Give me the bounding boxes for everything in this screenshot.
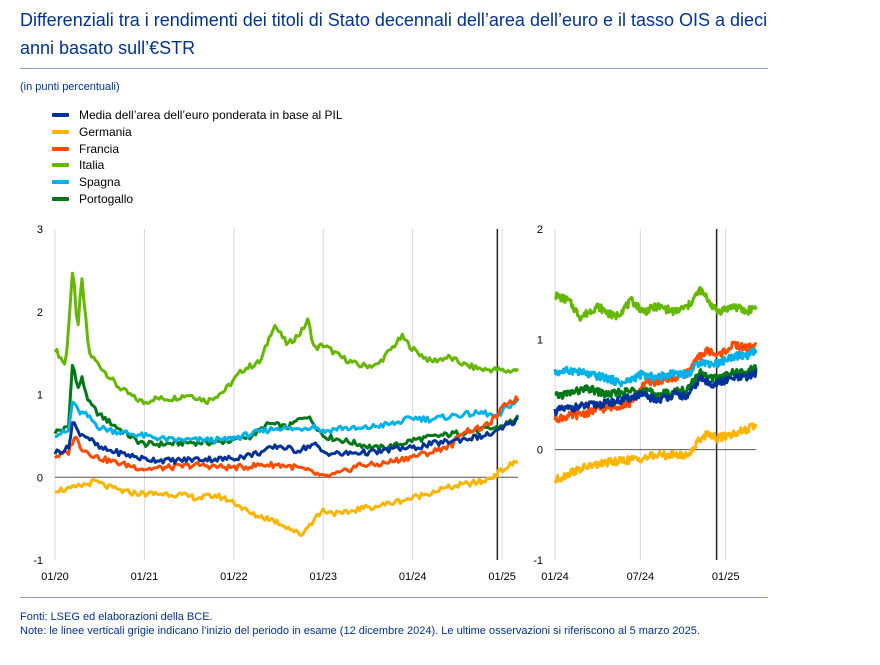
left-ytick-label: 3 bbox=[37, 224, 43, 236]
legend-label-portogallo: Portogallo bbox=[79, 191, 134, 206]
right-ytick-label: 0 bbox=[537, 445, 543, 457]
title-divider bbox=[20, 68, 768, 69]
right-series-line-media bbox=[553, 368, 758, 417]
legend-swatch-italia bbox=[52, 163, 69, 168]
left-xtick-label: 01/22 bbox=[220, 571, 248, 583]
left-xtick-label: 01/20 bbox=[41, 571, 69, 583]
units-label: (in punti percentuali) bbox=[20, 81, 120, 93]
right-xtick-label: 01/24 bbox=[541, 571, 569, 583]
legend-label-germania: Germania bbox=[79, 125, 132, 140]
legend-label-media: Media dell’area dell’euro ponderata in b… bbox=[79, 108, 343, 123]
right-ytick-label: 1 bbox=[537, 334, 543, 346]
left-ytick-label: 0 bbox=[37, 472, 43, 484]
right-series-line-portogallo bbox=[554, 364, 758, 400]
legend-swatch-spagna bbox=[52, 180, 69, 185]
right-ytick-label: 2 bbox=[537, 224, 543, 236]
left-series-line-spagna bbox=[54, 398, 520, 445]
legend-item-portogallo: Portogallo bbox=[52, 190, 343, 207]
left-series-line-francia bbox=[54, 395, 520, 479]
legend-item-francia: Francia bbox=[52, 140, 343, 157]
right-series-line-germania bbox=[553, 422, 758, 484]
legend-swatch-media bbox=[52, 113, 69, 118]
left-series-line-italia bbox=[53, 271, 520, 406]
footer-sources: Fonti: LSEG ed elaborazioni della BCE. bbox=[20, 611, 213, 623]
left-series-line-germania bbox=[54, 459, 519, 537]
legend-swatch-portogallo bbox=[52, 196, 69, 201]
legend-item-italia: Italia bbox=[52, 157, 343, 174]
left-series-line-portogallo bbox=[53, 363, 520, 452]
footer-note: Note: le linee verticali grigie indicano… bbox=[20, 625, 700, 637]
legend-item-spagna: Spagna bbox=[52, 174, 343, 191]
legend-swatch-germania bbox=[52, 130, 69, 135]
left-xtick-label: 01/24 bbox=[399, 571, 427, 583]
legend: Media dell’area dell’euro ponderata in b… bbox=[52, 107, 343, 207]
right-series-line-spagna bbox=[553, 347, 758, 388]
left-xtick-label: 01/23 bbox=[310, 571, 338, 583]
footer-divider bbox=[20, 597, 768, 598]
right-xtick-label: 01/25 bbox=[712, 571, 740, 583]
left-xtick-label: 01/21 bbox=[131, 571, 159, 583]
legend-swatch-francia bbox=[52, 146, 69, 151]
right-xtick-label: 07/24 bbox=[627, 571, 655, 583]
left-ytick-label: 2 bbox=[37, 307, 43, 319]
left-ytick-label: 1 bbox=[37, 390, 43, 402]
left-ytick-label: -1 bbox=[33, 555, 43, 567]
legend-label-spagna: Spagna bbox=[79, 175, 121, 190]
legend-item-media: Media dell’area dell’euro ponderata in b… bbox=[52, 107, 343, 124]
left-series-line-media bbox=[53, 416, 519, 465]
left-xtick-label: 01/25 bbox=[488, 571, 516, 583]
right-ytick-label: -1 bbox=[533, 555, 543, 567]
right-series-line-italia bbox=[554, 286, 758, 322]
chart-title: Differenziali tra i rendimenti dei titol… bbox=[20, 10, 768, 58]
legend-label-italia: Italia bbox=[79, 158, 105, 173]
legend-item-germania: Germania bbox=[52, 124, 343, 141]
legend-label-francia: Francia bbox=[79, 141, 120, 156]
